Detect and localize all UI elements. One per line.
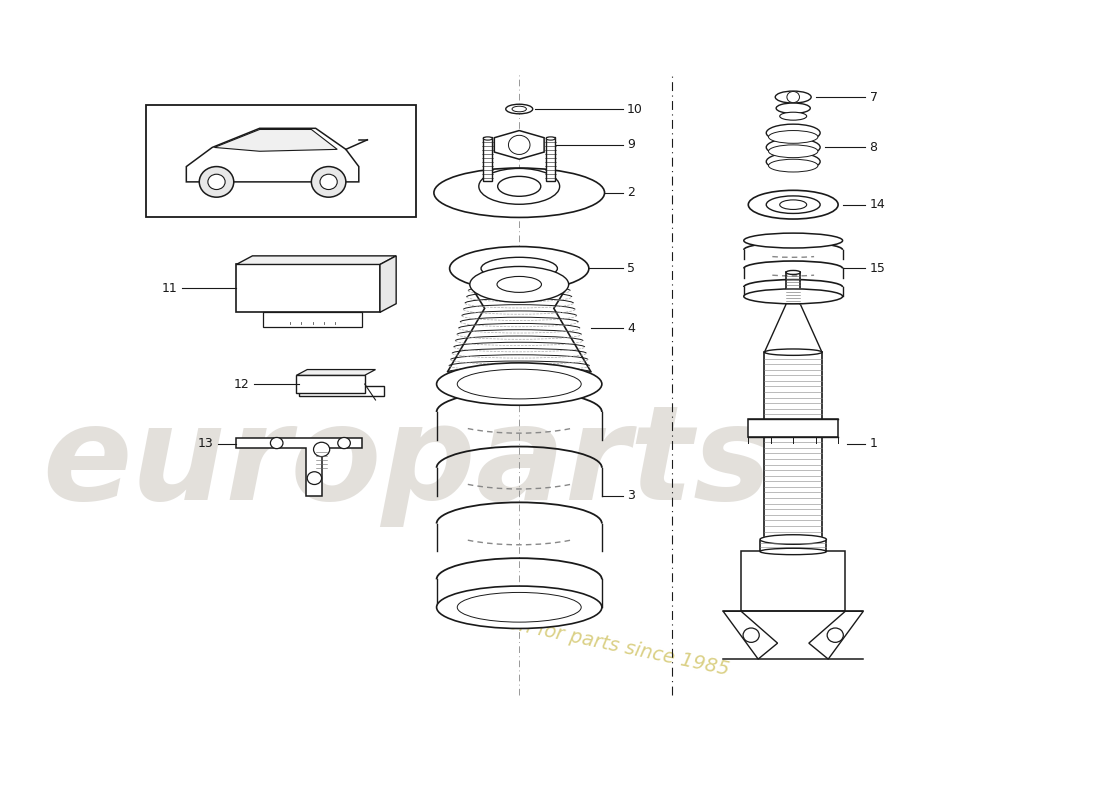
Circle shape [271, 438, 283, 449]
Ellipse shape [744, 233, 843, 248]
Text: 15: 15 [870, 262, 886, 275]
Ellipse shape [506, 104, 532, 114]
Ellipse shape [433, 168, 605, 218]
Text: 14: 14 [870, 198, 886, 211]
Circle shape [208, 174, 226, 190]
Circle shape [744, 628, 759, 642]
Bar [146, 105, 416, 217]
Text: 3: 3 [627, 489, 635, 502]
Text: 8: 8 [870, 141, 878, 154]
Bar [483, 138, 493, 181]
Circle shape [338, 438, 351, 449]
Text: 12: 12 [234, 378, 250, 390]
Polygon shape [236, 438, 362, 496]
Circle shape [508, 135, 530, 154]
Circle shape [827, 628, 844, 642]
Ellipse shape [777, 103, 811, 114]
Bar [297, 375, 365, 393]
Circle shape [320, 174, 338, 190]
Ellipse shape [512, 106, 527, 112]
Polygon shape [297, 370, 375, 375]
Polygon shape [186, 128, 359, 182]
Ellipse shape [769, 145, 818, 158]
Ellipse shape [497, 176, 541, 196]
Text: 5: 5 [627, 262, 635, 275]
Bar [741, 551, 845, 611]
Ellipse shape [458, 370, 581, 399]
Ellipse shape [780, 112, 806, 120]
Polygon shape [808, 611, 864, 659]
Ellipse shape [769, 159, 818, 172]
Ellipse shape [547, 137, 556, 140]
Ellipse shape [458, 593, 581, 622]
Bar [263, 312, 362, 326]
Ellipse shape [470, 266, 569, 302]
Ellipse shape [478, 169, 560, 204]
Ellipse shape [437, 586, 602, 629]
Circle shape [199, 166, 234, 197]
Circle shape [314, 442, 330, 457]
Polygon shape [379, 256, 396, 312]
Circle shape [307, 472, 321, 485]
Ellipse shape [767, 124, 821, 142]
Polygon shape [448, 285, 591, 372]
Text: 10: 10 [627, 102, 642, 115]
Circle shape [311, 166, 345, 197]
Text: europarts: europarts [42, 400, 772, 527]
Ellipse shape [760, 548, 826, 554]
Ellipse shape [481, 258, 558, 280]
Ellipse shape [760, 534, 826, 544]
Text: 9: 9 [627, 138, 635, 151]
Polygon shape [723, 611, 778, 659]
Ellipse shape [764, 349, 822, 355]
Polygon shape [494, 130, 544, 159]
Ellipse shape [497, 277, 541, 292]
Text: 4: 4 [627, 322, 635, 334]
Polygon shape [236, 256, 396, 265]
Polygon shape [299, 386, 385, 396]
Ellipse shape [786, 270, 801, 274]
Bar [748, 419, 838, 437]
Ellipse shape [483, 137, 493, 140]
Ellipse shape [744, 289, 843, 304]
Text: 1: 1 [870, 438, 878, 450]
Ellipse shape [780, 200, 806, 210]
Ellipse shape [776, 91, 811, 103]
Bar [236, 265, 380, 312]
Ellipse shape [769, 130, 818, 143]
Bar [547, 138, 556, 181]
Ellipse shape [767, 196, 821, 214]
Text: a passion for parts since 1985: a passion for parts since 1985 [439, 599, 730, 679]
Text: 13: 13 [198, 438, 213, 450]
Ellipse shape [767, 138, 821, 156]
Polygon shape [214, 130, 338, 151]
Ellipse shape [437, 363, 602, 406]
Text: 11: 11 [162, 282, 178, 295]
Ellipse shape [767, 153, 821, 170]
Circle shape [786, 91, 800, 102]
Ellipse shape [450, 246, 588, 290]
Text: 7: 7 [870, 90, 878, 103]
Ellipse shape [748, 190, 838, 219]
Text: 2: 2 [627, 186, 635, 199]
